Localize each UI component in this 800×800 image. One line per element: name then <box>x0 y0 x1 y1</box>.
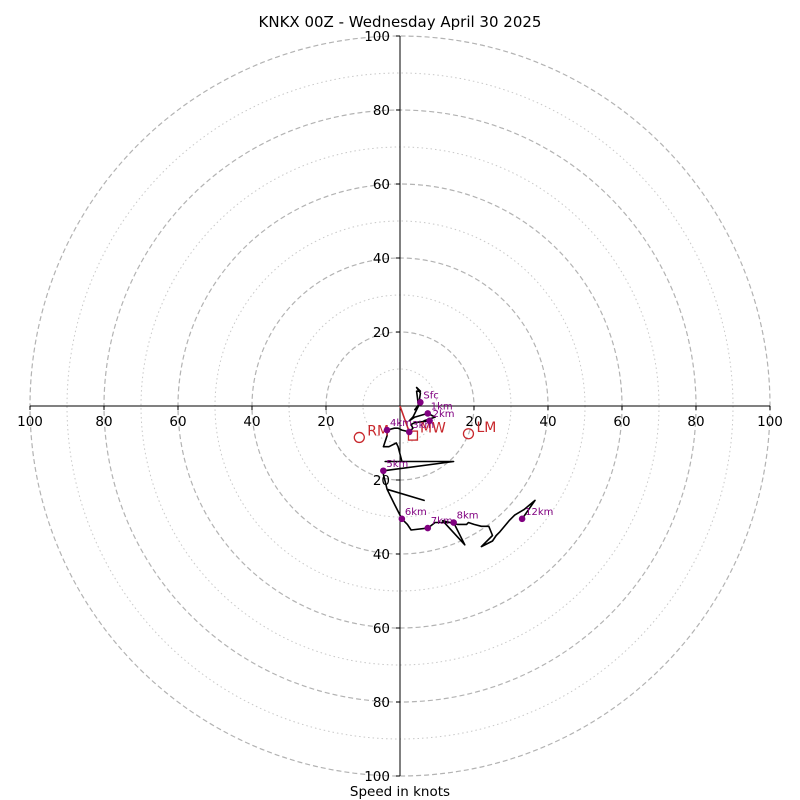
height-marker-7km <box>424 524 432 532</box>
lm-label: LM <box>476 420 496 436</box>
x-tick-label: 60 <box>613 414 630 430</box>
height-label-4km: 4km <box>390 418 412 429</box>
height-marker-4km <box>383 426 391 434</box>
height-label-8km: 8km <box>457 511 479 522</box>
y-tick-label: 20 <box>373 473 390 489</box>
height-label-1km: 1km <box>431 401 453 412</box>
x-tick-label: 40 <box>243 414 260 430</box>
tick-labels: 100 80 60 40 20 20 40 60 80 100 100 80 60 40 20 20 40 60 8… <box>17 29 783 785</box>
height-label-2km: 2km <box>433 409 455 420</box>
height-marker-6km <box>398 515 406 523</box>
wind-profile-line <box>382 386 536 548</box>
height-marker-sfc <box>417 399 424 406</box>
y-tick-label: 60 <box>373 621 390 637</box>
height-label-7km: 7km <box>431 516 453 527</box>
chart-title: KNKX 00Z - Wednesday April 30 2025 <box>259 13 542 31</box>
shear-vector-line <box>399 405 411 433</box>
wind-trace <box>382 386 536 548</box>
y-tick-label: 100 <box>364 769 390 785</box>
x-tick-label: 80 <box>95 414 112 430</box>
height-marker-12km <box>518 515 526 523</box>
height-label-sfc: Sfc <box>423 390 438 401</box>
height-marker-3km <box>405 428 413 436</box>
height-label-6km: 6km <box>405 507 427 518</box>
height-label-12km: 12km <box>525 507 553 518</box>
y-tick-label: 40 <box>373 547 390 563</box>
height-marker-5km <box>380 467 387 475</box>
height-label-5km: 5km <box>386 459 408 470</box>
x-axis-label: Speed in knots <box>350 784 450 800</box>
height-marker-8km <box>450 519 457 526</box>
y-tick-label: 100 <box>364 29 390 45</box>
rm-label: RM <box>367 423 389 439</box>
y-tick-label: 80 <box>373 103 390 119</box>
x-tick-label: 100 <box>17 414 43 430</box>
x-tick-label: 20 <box>317 414 334 430</box>
rm-marker <box>353 431 365 444</box>
storm-motions: RM LM MW <box>353 405 496 444</box>
y-tick-label: 40 <box>373 251 390 267</box>
y-tick-label: 80 <box>373 695 390 711</box>
mean-wind-label: MW <box>420 421 446 437</box>
height-marker-1km <box>424 410 432 417</box>
lm-marker <box>462 428 475 440</box>
x-tick-label: 60 <box>169 414 186 430</box>
x-tick-label: 20 <box>465 414 482 430</box>
height-marker-2km <box>426 417 433 425</box>
y-tick-label: 20 <box>373 325 390 341</box>
x-tick-label: 100 <box>757 414 783 430</box>
x-tick-label: 80 <box>687 414 704 430</box>
height-label-3km: 3km <box>412 420 434 431</box>
y-tick-label: 60 <box>373 177 390 193</box>
mean-wind-marker <box>407 430 419 441</box>
x-tick-label: 40 <box>539 414 556 430</box>
